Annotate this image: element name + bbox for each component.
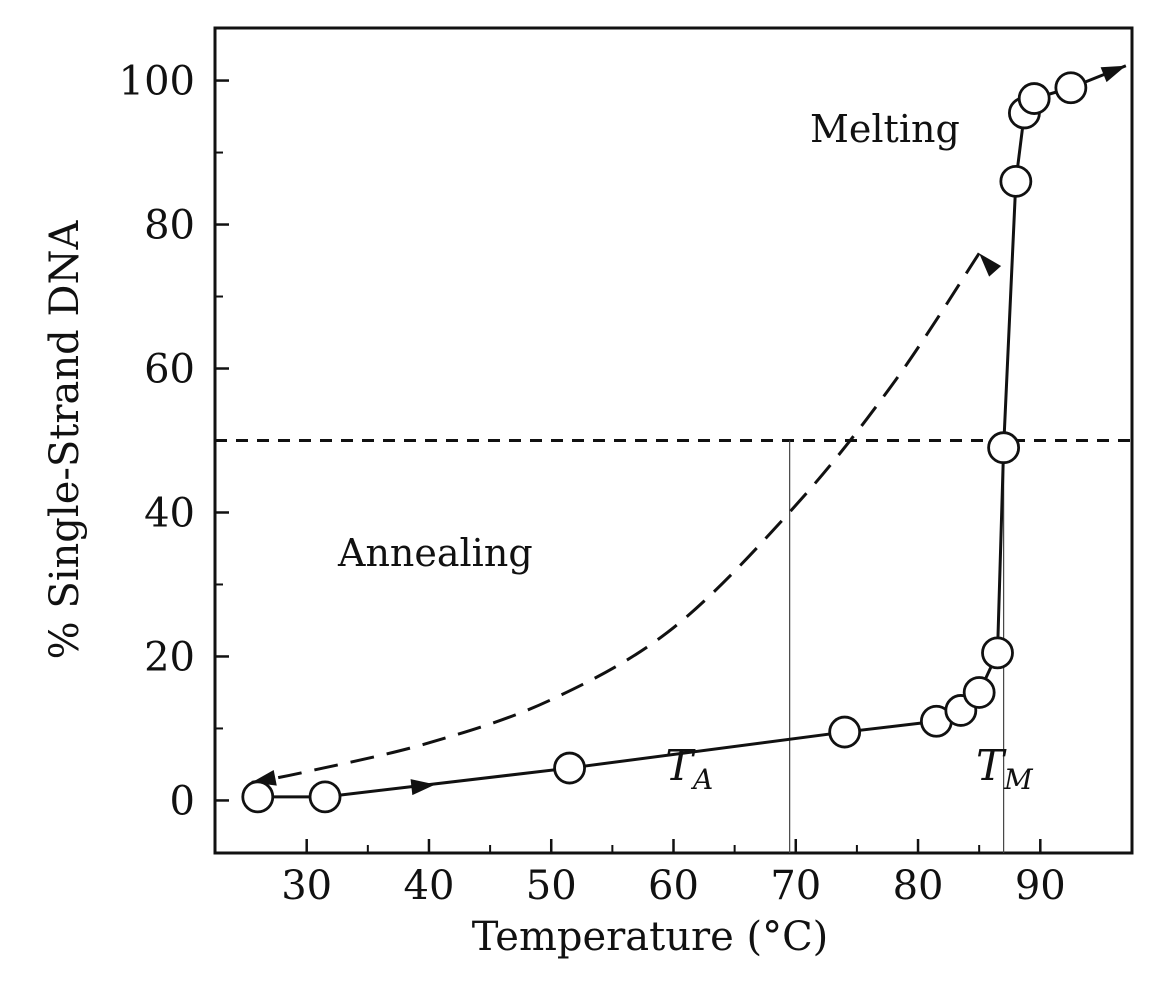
t-m-sub: M [1003, 763, 1034, 796]
data-point-11 [1017, 82, 1051, 115]
x-tick-label-50: 50 [526, 863, 577, 909]
x-tick-label-70: 70 [770, 863, 821, 909]
x-tick-label-60: 60 [648, 863, 699, 909]
y-tick-label-80: 80 [144, 203, 195, 249]
melting-end-arrow-head [1100, 65, 1126, 83]
y-tick-label-40: 40 [144, 490, 195, 536]
t-m-main: T [976, 741, 1007, 790]
data-point-0 [241, 780, 275, 814]
data-point-3 [828, 715, 862, 749]
melting-direction-arrow-head [410, 779, 436, 796]
t-a-sub: A [690, 763, 713, 796]
y-axis-title: % Single-Strand DNA [42, 220, 88, 660]
y-tick-label-100: 100 [119, 59, 195, 105]
x-axis-title: Temperature (°C) [472, 914, 829, 960]
data-point-12 [1054, 71, 1088, 105]
data-point-9 [999, 164, 1033, 198]
annealing-label: Annealing [337, 531, 533, 575]
y-tick-label-0: 0 [170, 778, 195, 824]
y-tick-label-20: 20 [144, 634, 195, 680]
melting-curve [257, 86, 1072, 799]
data-point-6 [962, 676, 996, 709]
annealing-curve [251, 252, 981, 784]
annealing-start-arrow-head [979, 253, 1002, 277]
t-a-main: T [665, 741, 696, 790]
x-tick-label-90: 90 [1015, 863, 1066, 909]
t-a-label: TA [665, 741, 713, 796]
y-tick-label-60: 60 [144, 347, 195, 393]
x-tick-label-80: 80 [893, 863, 944, 909]
x-tick-label-40: 40 [404, 863, 455, 909]
data-point-8 [987, 431, 1021, 465]
x-tick-label-30: 30 [281, 863, 332, 909]
melting-label: Melting [810, 107, 960, 151]
data-point-1 [308, 780, 342, 814]
data-point-7 [981, 636, 1014, 670]
data-point-2 [553, 751, 586, 785]
t-m-label: TM [976, 741, 1034, 796]
